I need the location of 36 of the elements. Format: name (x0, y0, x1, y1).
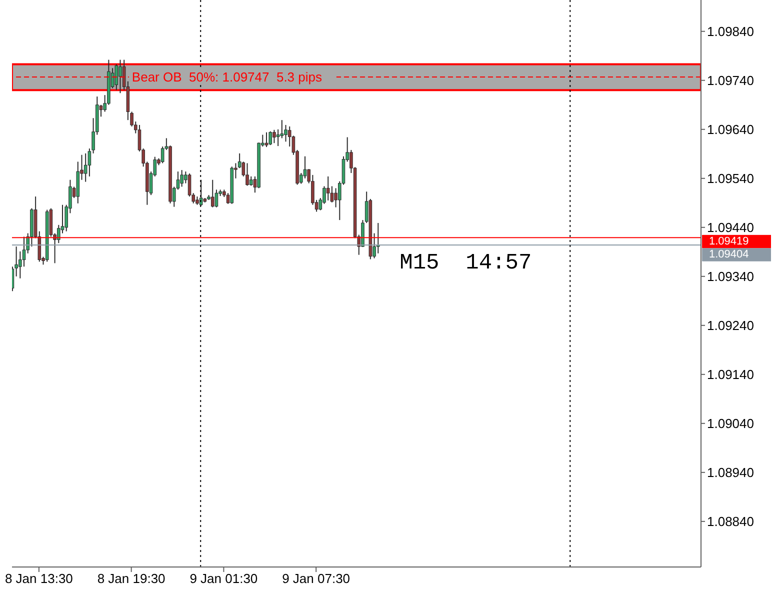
y-tick-label: 1.09240 (707, 318, 754, 334)
candlestick (210, 179, 214, 208)
candlestick (272, 129, 276, 144)
candlestick (284, 124, 288, 142)
y-tick-label: 1.09440 (707, 220, 754, 236)
candlestick (246, 162, 249, 186)
candlestick (188, 172, 192, 198)
candlestick (180, 170, 184, 188)
candlestick (84, 152, 88, 182)
y-tick-label: 1.09140 (707, 367, 754, 382)
x-tick-label: 9 Jan 01:30 (190, 571, 258, 586)
annotation: M15 14:57 (400, 250, 532, 276)
candlestick (22, 236, 26, 268)
candlestick (118, 59, 122, 94)
y-tick-label: 1.08840 (707, 514, 754, 530)
y-tick-label: 1.09340 (707, 269, 754, 284)
candlestick (114, 64, 118, 91)
y-tick-label: 1.08940 (707, 465, 754, 480)
x-tick-label: 8 Jan 19:30 (97, 571, 166, 586)
candlestick (268, 130, 272, 146)
candlestick (303, 156, 307, 179)
y-tick-label: 1.09640 (707, 122, 754, 137)
x-tick-label: 9 Jan 07:30 (282, 571, 350, 586)
candlestick (199, 179, 203, 206)
candlestick (264, 132, 268, 148)
y-tick-label: 1.09840 (707, 24, 754, 39)
candlestick (326, 176, 330, 201)
y-tick-label: 1.09540 (707, 170, 754, 186)
candlestick (249, 176, 253, 186)
ref-line-label: 1.09404 (709, 248, 749, 261)
y-tick-label: 1.09040 (707, 416, 754, 432)
y-tick-label: 1.09740 (707, 72, 754, 88)
candlestick (214, 189, 218, 208)
annotation: Bear OB 50%: 1.09747 5.3 pips (132, 69, 322, 84)
x-tick-label: 8 Jan 13:30 (4, 571, 73, 586)
ref-line-label: 1.09419 (709, 236, 749, 248)
